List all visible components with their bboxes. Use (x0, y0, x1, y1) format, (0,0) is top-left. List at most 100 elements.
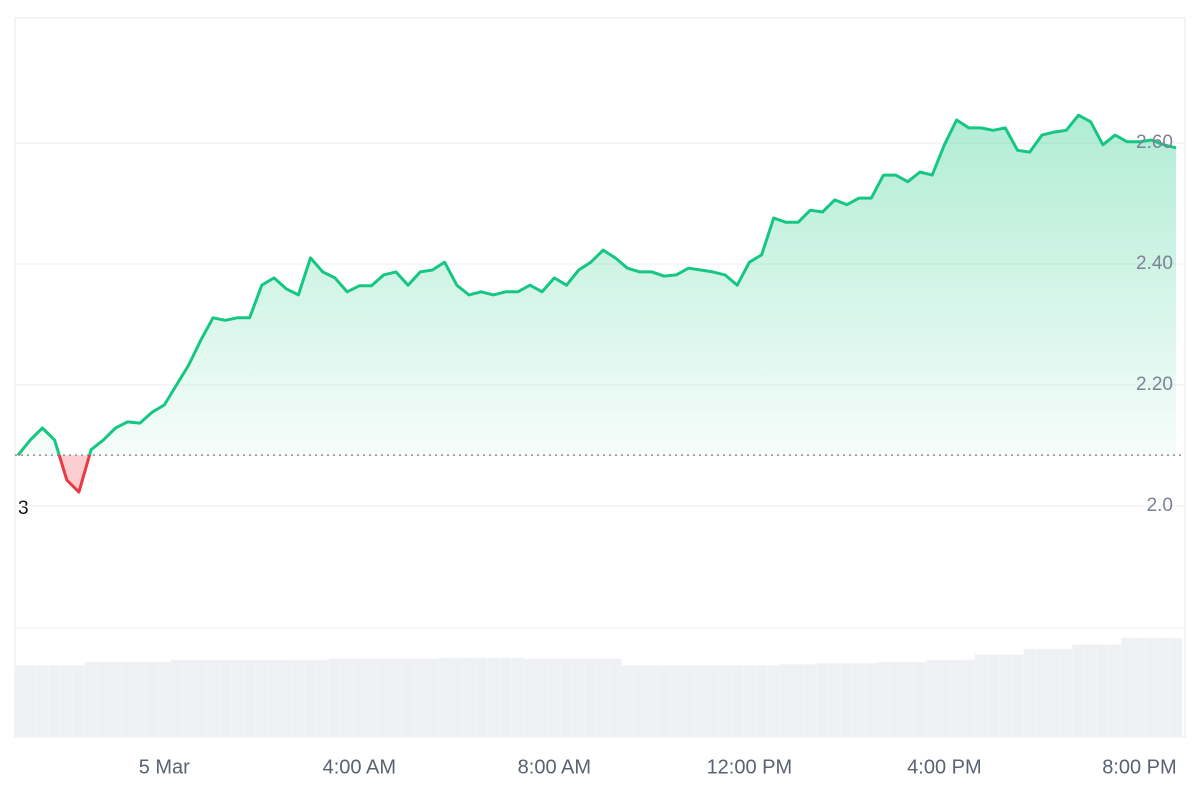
volume-bar (755, 665, 768, 737)
y-tick-label: 2.40 (1136, 253, 1173, 274)
volume-bar (596, 658, 610, 737)
volume-bar (474, 657, 488, 737)
volume-bar (608, 658, 622, 737)
volume-bar (462, 657, 476, 737)
volume-bar (1047, 648, 1061, 737)
volume-bar (938, 659, 951, 737)
y-tick-label: 2.60 (1136, 132, 1173, 153)
volume-bar (962, 659, 976, 737)
volume-bar (487, 657, 500, 737)
volume-bar (1108, 644, 1122, 737)
volume-bar (1035, 648, 1049, 737)
volume-bar (694, 665, 707, 737)
volume-bar (718, 665, 732, 737)
volume-bar (743, 665, 756, 737)
volume-bar (304, 659, 317, 737)
volume-bar (523, 658, 537, 737)
volume-bar (767, 665, 781, 737)
volume-bar (1072, 644, 1085, 737)
volume-bar (157, 661, 171, 737)
volume-bar (633, 665, 647, 737)
volume-bar (1084, 644, 1098, 737)
x-tick-label: 4:00 PM (907, 756, 981, 778)
volume-bar (231, 659, 244, 737)
volume-bar (170, 659, 183, 737)
volume-bar (292, 659, 305, 737)
volume-bar (218, 659, 232, 737)
volume-bar (145, 661, 159, 737)
volume-bar (1120, 637, 1134, 737)
volume-bar (15, 665, 25, 737)
volume-bar (1059, 648, 1073, 737)
volume-bar (109, 661, 122, 737)
volume-bar (401, 658, 415, 737)
volume-bar (779, 664, 793, 737)
volume-bar (1023, 648, 1037, 737)
volume-bar (365, 658, 378, 737)
volume-bar (279, 659, 293, 737)
volume-bar (840, 663, 854, 737)
volume-bar (621, 665, 634, 737)
volume-bar (1133, 637, 1146, 737)
volume-bar (48, 665, 61, 737)
volume-bar (1157, 637, 1171, 737)
volume-bar (645, 665, 659, 737)
volume-bar (925, 659, 939, 737)
volume-bar (1096, 644, 1110, 737)
volume-bar (974, 654, 988, 737)
volume-bar (560, 658, 573, 737)
volume-group (15, 637, 1183, 737)
volume-bar (182, 659, 195, 737)
x-tick-label: 12:00 PM (707, 756, 793, 778)
volume-bar (352, 658, 366, 737)
volume-bar (243, 659, 256, 737)
area-fill (18, 115, 1176, 493)
volume-bar (828, 663, 842, 737)
volume-bar (1011, 654, 1024, 737)
volume-bar (901, 661, 915, 737)
volume-bar (816, 663, 829, 737)
volume-bar (511, 657, 525, 737)
volume-bar (36, 665, 49, 737)
volume-bar (913, 661, 927, 737)
volume-bar (316, 659, 330, 737)
x-tick-label: 4:00 AM (323, 756, 396, 778)
volume-bar (852, 663, 866, 737)
volume-bar (1145, 637, 1158, 737)
volume-bar (1169, 637, 1183, 737)
volume-bar (133, 661, 147, 737)
volume-bar (572, 658, 586, 737)
volume-bar (682, 665, 695, 737)
volume-bar (206, 659, 220, 737)
volume-bar (121, 661, 135, 737)
volume-bar (657, 665, 671, 737)
x-tick-label: 5 Mar (139, 756, 190, 778)
volume-bar (377, 658, 391, 737)
volume-bar (584, 658, 598, 737)
volume-bar (535, 658, 549, 737)
x-tick-label: 8:00 AM (518, 756, 591, 778)
volume-bar (499, 657, 512, 737)
volume-bar (438, 657, 451, 737)
annotation: 3 (18, 498, 29, 519)
volume-bar (791, 664, 805, 737)
volume-bar (96, 661, 110, 737)
volume-bar (340, 658, 354, 737)
price-line (16, 113, 1177, 494)
volume-bar (999, 654, 1012, 737)
volume-bar (864, 663, 878, 737)
volume-bar (84, 661, 98, 737)
volume-bar (889, 661, 902, 737)
y-tick-label: 2.20 (1136, 374, 1173, 395)
volume-bar (877, 661, 890, 737)
volume-bar (267, 659, 281, 737)
volume-bar (730, 665, 744, 737)
volume-bar (986, 654, 1000, 737)
volume-bar (706, 665, 720, 737)
volume-bar (60, 665, 74, 737)
volume-bar (413, 658, 427, 737)
volume-bar (950, 659, 963, 737)
x-tick-label: 8:00 PM (1102, 756, 1176, 778)
